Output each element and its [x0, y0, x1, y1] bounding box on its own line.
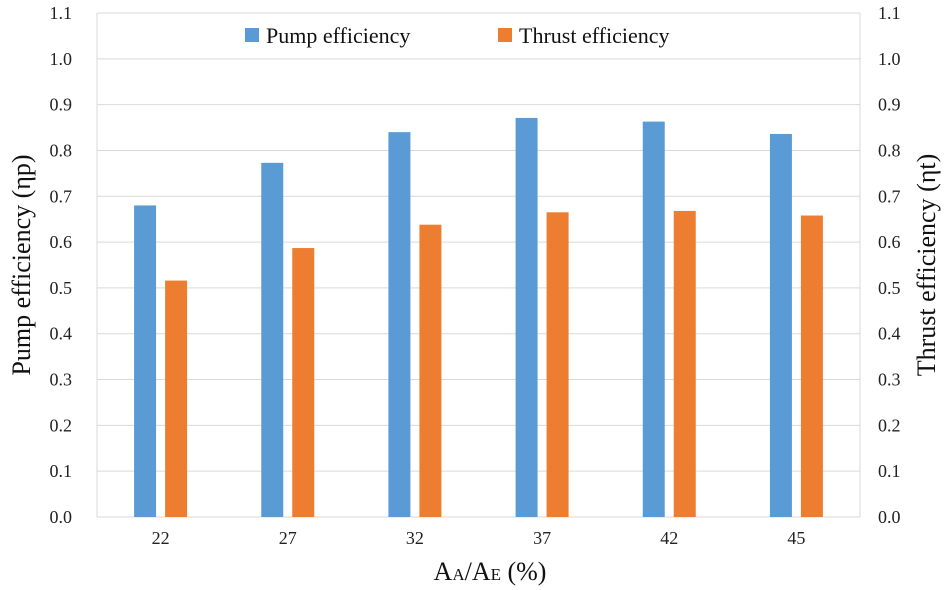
legend-swatch-pump — [245, 28, 259, 42]
y-tick-left: 0.4 — [50, 324, 73, 344]
y-axis-left-ticks: 0.0 0.1 0.2 0.3 0.4 0.5 0.6 0.7 0.8 0.9 1.0 1.1 — [50, 3, 73, 527]
x-tick-label: 42 — [660, 528, 678, 548]
x-title-tail: (%) — [501, 557, 546, 586]
x-axis-title: AA/AE (%) — [434, 557, 547, 586]
y-tick-right: 0.5 — [878, 278, 901, 298]
legend-swatch-thrust — [498, 28, 512, 42]
gridlines — [96, 12, 861, 518]
y-tick-left: 0.9 — [50, 95, 73, 115]
y-tick-right: 0.9 — [878, 95, 901, 115]
y-tick-left: 1.0 — [50, 49, 73, 69]
y-tick-right: 0.1 — [878, 461, 901, 481]
bar-pump-efficiency — [261, 162, 284, 518]
y-tick-right: 0.0 — [878, 507, 901, 527]
legend-label-thrust: Thrust efficiency — [519, 23, 669, 48]
y-tick-left: 1.1 — [50, 3, 73, 23]
x-title-main: A — [434, 557, 453, 586]
y-tick-right: 1.0 — [878, 49, 901, 69]
y-tick-right: 1.1 — [878, 3, 901, 23]
y-tick-left: 0.3 — [50, 370, 73, 390]
x-tick-label: 22 — [152, 528, 170, 548]
legend-label-pump: Pump efficiency — [266, 23, 410, 48]
bar-thrust-efficiency — [673, 210, 696, 517]
bar-pump-efficiency — [769, 133, 792, 517]
bar-pump-efficiency — [642, 121, 665, 518]
y-tick-left: 0.1 — [50, 461, 73, 481]
bar-thrust-efficiency — [546, 212, 569, 518]
y-tick-left: 0.8 — [50, 140, 73, 160]
x-title-mid: /A — [465, 557, 491, 586]
bar-thrust-efficiency — [419, 224, 442, 517]
bar-thrust-efficiency — [800, 215, 823, 517]
y-tick-left: 0.5 — [50, 278, 73, 298]
y-tick-left: 0.2 — [50, 415, 73, 435]
x-tick-label: 45 — [787, 528, 805, 548]
x-tick-label: 37 — [533, 528, 551, 548]
legend: Pump efficiency Thrust efficiency — [245, 23, 669, 48]
y-tick-left: 0.6 — [50, 232, 73, 252]
bar-pump-efficiency — [388, 132, 411, 518]
y-tick-right: 0.7 — [878, 186, 901, 206]
x-title-sub2: E — [491, 565, 501, 584]
y-tick-right: 0.2 — [878, 415, 901, 435]
y-tick-left: 0.0 — [50, 507, 73, 527]
y-tick-left: 0.7 — [50, 186, 73, 206]
x-tick-label: 27 — [279, 528, 297, 548]
bar-pump-efficiency — [515, 117, 538, 517]
y-tick-right: 0.6 — [878, 232, 901, 252]
x-title-sub1: A — [452, 565, 465, 584]
x-axis-ticks: 22 27 32 37 42 45 — [152, 528, 806, 548]
y-tick-right: 0.4 — [878, 324, 901, 344]
y-axis-right-ticks: 0.0 0.1 0.2 0.3 0.4 0.5 0.6 0.7 0.8 0.9 1.0 1.1 — [878, 3, 901, 527]
bar-thrust-efficiency — [292, 248, 315, 517]
y-axis-right-title: Thrust efficiency (ηt) — [912, 154, 941, 376]
bars — [134, 117, 823, 518]
x-tick-label: 32 — [406, 528, 424, 548]
y-tick-right: 0.8 — [878, 140, 901, 160]
bar-thrust-efficiency — [165, 280, 188, 517]
bar-pump-efficiency — [134, 205, 157, 517]
y-axis-left-title: Pump efficiency (ηp) — [7, 154, 36, 375]
y-tick-right: 0.3 — [878, 370, 901, 390]
